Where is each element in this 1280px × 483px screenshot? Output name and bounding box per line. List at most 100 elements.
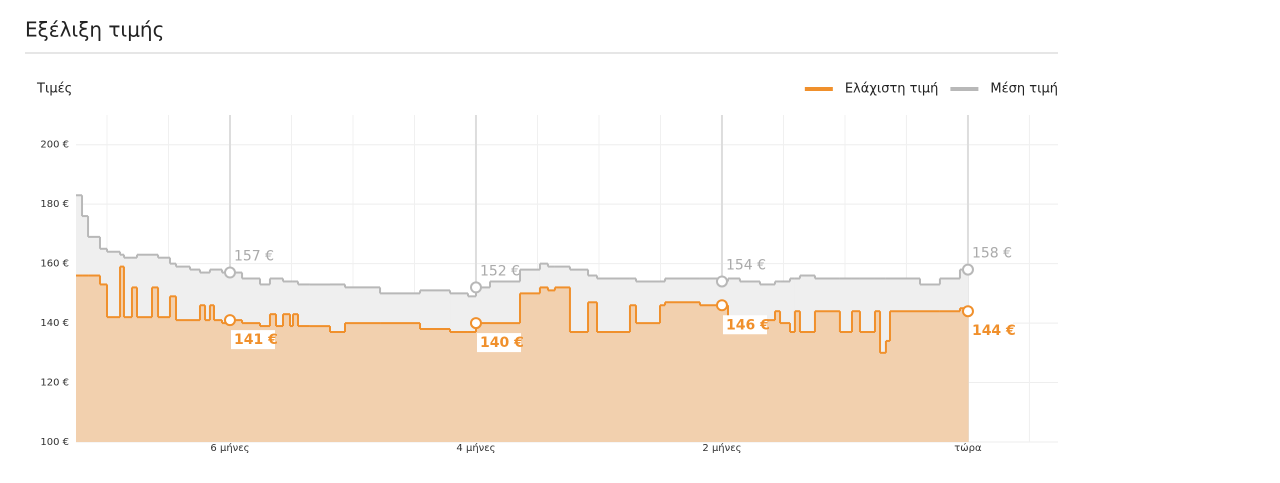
label-background (230, 330, 275, 350)
area-step (88, 275, 101, 442)
area-step (420, 329, 451, 442)
point-label: 152 € (480, 263, 520, 279)
areas (76, 195, 969, 442)
area-step (99, 284, 108, 442)
area-step (344, 323, 381, 442)
area-step (554, 287, 571, 442)
area-step (221, 323, 231, 442)
area-step (851, 311, 861, 442)
point-marker (961, 305, 974, 318)
legend-label: Ελάχιστη τιμή (845, 82, 939, 97)
area-step (728, 317, 741, 442)
x-tick-label: 2 μήνες (702, 442, 741, 454)
area-step (298, 326, 311, 442)
area-step (859, 332, 876, 442)
area-step (759, 320, 776, 442)
area-step (199, 305, 206, 442)
x-tick-label: τώρα (954, 442, 982, 454)
area-step (880, 352, 887, 442)
annotations: 141 € 140 € 146 € 144 € 157 € 152 € 154 € 158 € (223, 246, 1016, 353)
area-step (475, 323, 491, 442)
area-step (547, 290, 556, 442)
area-step (76, 275, 83, 442)
area-step (269, 314, 277, 442)
y-tick-label: 160 € (40, 259, 69, 270)
point-label: 154 € (726, 257, 766, 273)
area-step (467, 332, 477, 442)
y-tick-label: 100 € (40, 437, 69, 448)
area-step (774, 311, 781, 442)
area-step (205, 320, 211, 442)
point-marker (469, 317, 482, 330)
point-label: 141 € (234, 332, 278, 348)
area-step (169, 296, 177, 442)
point-label: 157 € (234, 249, 274, 265)
area-step (82, 275, 89, 442)
point-marker (715, 275, 728, 288)
area-step (229, 320, 243, 442)
area-step (699, 305, 723, 442)
area-step (120, 266, 125, 442)
area-step (588, 302, 598, 442)
point-marker (223, 314, 236, 327)
area-step (629, 305, 637, 442)
area-step (275, 326, 284, 442)
y-axis-label: Τιμές (36, 82, 72, 97)
y-tick-label: 200 € (40, 140, 69, 151)
x-tick-label: 6 μήνες (210, 442, 249, 454)
area-step (123, 317, 133, 442)
y-tick-label: 140 € (40, 318, 69, 329)
area-step (137, 317, 153, 442)
area-step (158, 317, 171, 442)
area-step (814, 311, 841, 442)
label-background (968, 321, 1013, 341)
area-step (721, 305, 729, 442)
chart-title: Εξέλιξη τιμής (25, 18, 164, 42)
point-marker (223, 266, 236, 279)
area-step (739, 332, 761, 442)
area-step (260, 326, 271, 442)
area-step (889, 311, 921, 442)
point-label: 140 € (480, 335, 524, 351)
area-step (175, 320, 191, 442)
area-step (329, 332, 346, 442)
area-step (283, 314, 291, 442)
y-tick-label: 180 € (40, 199, 69, 210)
area-step (874, 311, 881, 442)
area-step (659, 305, 666, 442)
area-step (885, 340, 891, 442)
point-marker (469, 281, 482, 294)
area-step (597, 332, 631, 442)
area-step (309, 326, 331, 442)
area-step (152, 287, 159, 442)
area-step (569, 332, 589, 442)
area-step (190, 320, 201, 442)
area-step (959, 308, 969, 442)
area-step (106, 317, 121, 442)
area-step (780, 323, 791, 442)
area-step (450, 332, 469, 442)
point-label: 146 € (726, 317, 770, 333)
area-step (290, 326, 294, 442)
label-background (476, 333, 521, 353)
x-tick-label: 4 μήνες (456, 442, 495, 454)
area-step (292, 314, 299, 442)
area-step (794, 311, 801, 442)
point-marker (961, 263, 974, 276)
area-step (919, 311, 941, 442)
area-step (242, 323, 261, 442)
label-background (722, 315, 767, 335)
area-step (209, 305, 215, 442)
area-step (636, 323, 661, 442)
area-step (789, 332, 796, 442)
legend-label: Μέση τιμή (990, 82, 1058, 97)
area-step (839, 332, 853, 442)
area-step (665, 302, 701, 442)
point-label: 158 € (972, 246, 1012, 262)
area-step (939, 311, 961, 442)
y-tick-label: 120 € (40, 378, 69, 389)
area-step (539, 287, 549, 442)
point-marker (715, 299, 728, 312)
area-step (214, 320, 223, 442)
